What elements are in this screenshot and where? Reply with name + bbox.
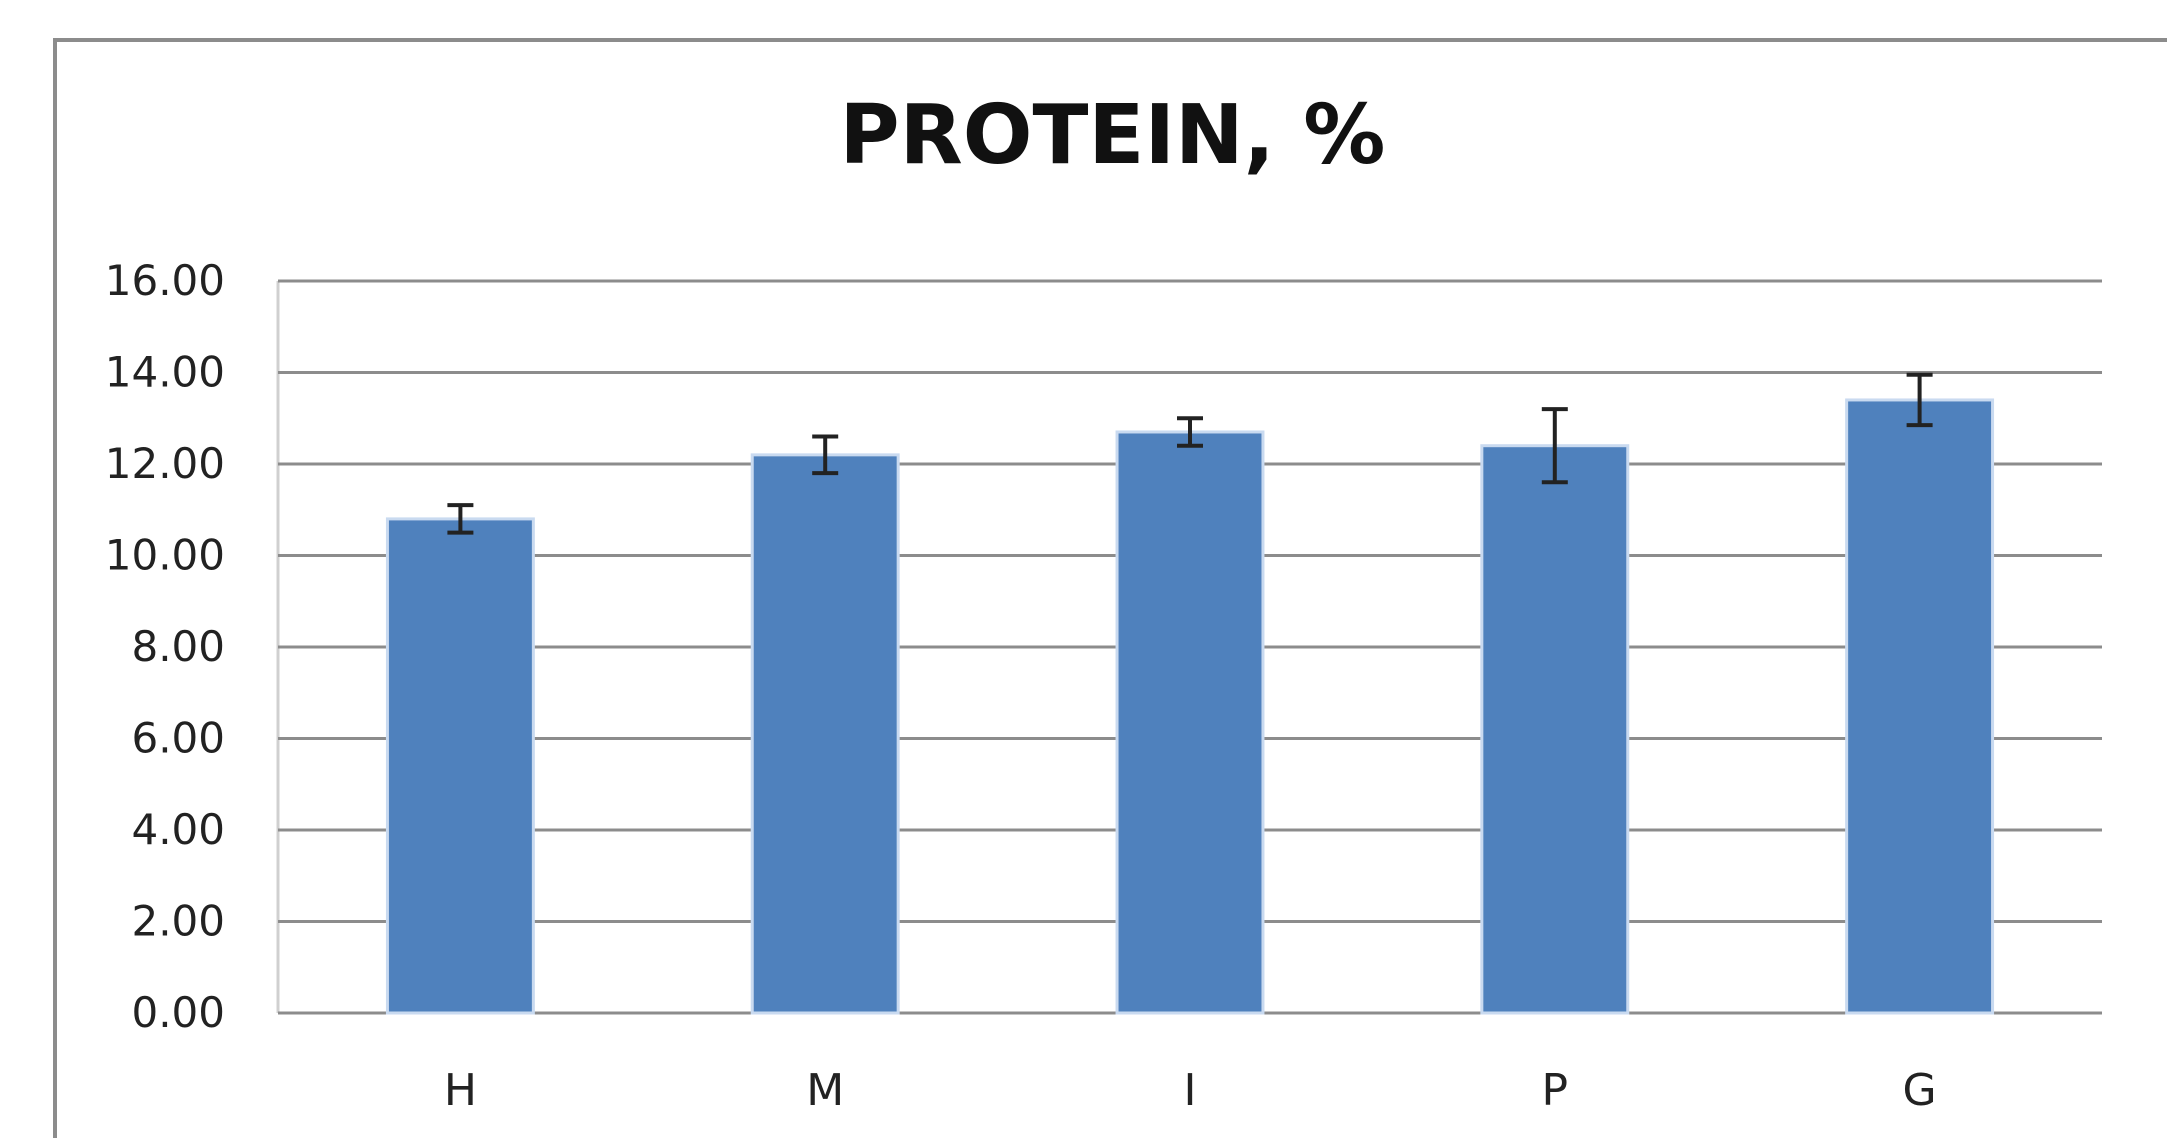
bar-g: [1845, 398, 1995, 1015]
error-bar-h: [447, 503, 474, 535]
x-category-label: G: [1903, 1065, 1937, 1116]
x-category-label: I: [1184, 1065, 1197, 1116]
y-tick-label: 4.00: [131, 805, 225, 854]
error-bar-g: [1906, 372, 1933, 428]
bar-m: [750, 453, 900, 1015]
bar-p: [1480, 444, 1630, 1015]
x-category-label: H: [444, 1065, 477, 1116]
chart-title: PROTEIN, %: [839, 88, 1386, 183]
error-bars: [447, 372, 1933, 535]
y-tick-label: 6.00: [131, 714, 225, 763]
x-category-label: M: [806, 1065, 844, 1116]
y-tick-label: 8.00: [131, 622, 225, 671]
y-tick-label: 10.00: [105, 531, 225, 580]
error-bar-m: [812, 434, 839, 476]
y-tick-label: 12.00: [105, 439, 225, 488]
error-bar-i: [1177, 416, 1203, 448]
y-tick-label: 0.00: [131, 988, 225, 1037]
y-tick-label: 14.00: [105, 348, 225, 397]
y-axis-tick-labels: 0.00 2.00 4.00 6.00 8.00 10.00 12.00 14.00 16.00: [105, 256, 225, 1037]
x-category-label: P: [1542, 1065, 1569, 1116]
y-tick-label: 2.00: [131, 897, 225, 946]
bar-i: [1115, 430, 1265, 1015]
error-bar-p: [1541, 407, 1568, 485]
y-tick-label: 16.00: [105, 256, 225, 305]
bars: [385, 398, 1995, 1015]
bar-h: [385, 517, 535, 1015]
